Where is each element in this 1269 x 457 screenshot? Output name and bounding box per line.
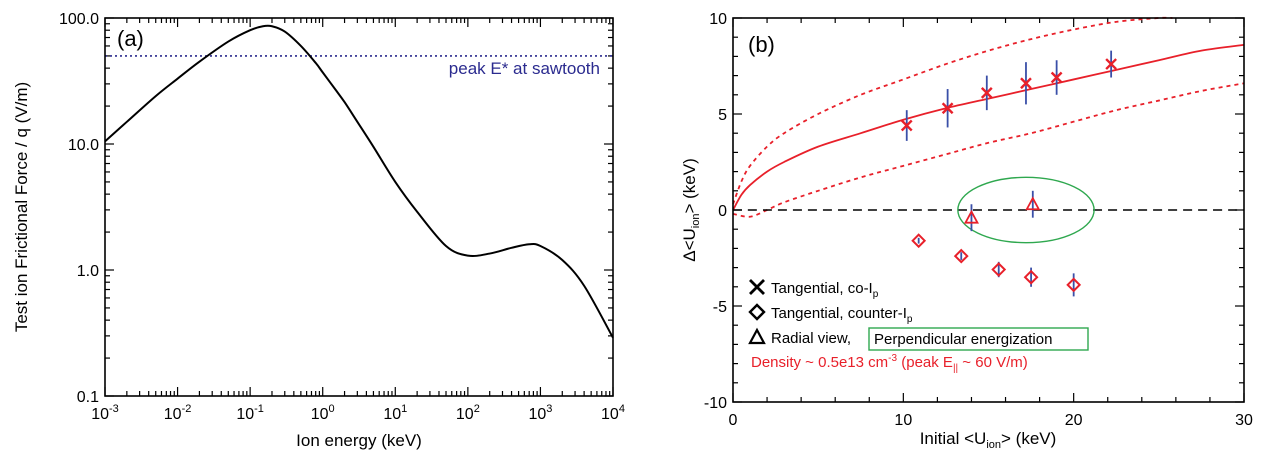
co-ip-point [900,119,913,132]
counter-ip-point [953,248,969,264]
legend-perpendicular-text: Perpendicular energization [874,331,1052,348]
legend-item-co-ip: Tangential, co-Ip [749,279,879,300]
x-tick-label: 10-2 [164,403,192,423]
density-note: Density ~ 0.5e13 cm-3 (peak E|| ~ 60 V/m… [751,353,1028,374]
x-tick-label: 0 [729,412,738,429]
panel-b: 0 10 20 30 -10 -5 0 5 10 (b) Initial <Uion> (keV… [680,11,1253,451]
co-ip-point [980,87,993,99]
legend-co-ip-text: Tangential, co-Ip [771,280,879,300]
legend-counter-ip-text: Tangential, counter-Ip [771,305,913,325]
legend-triangle-marker [748,327,766,345]
co-ip-point [1020,77,1032,90]
lower-bound-line [732,82,1245,218]
x-tick-label: 30 [1235,412,1253,429]
upper-bound-line [732,16,1173,205]
x-tick-label: 10 [894,412,912,429]
counter-ip-point [991,262,1007,277]
x-tick-label: 104 [601,403,625,423]
panel-b-xlabel: Initial <Uion> (keV) [920,429,1057,451]
counter-ip-point [911,233,927,249]
panel-b-frame [732,17,1245,403]
x-tick-label: 20 [1065,412,1083,429]
y-tick-label: 10.0 [68,137,99,154]
x-tick-label: 10-3 [91,403,119,423]
y-tick-label: 0.1 [77,389,99,406]
counter-ip-point [1066,277,1082,293]
panel-b-label: (b) [748,32,775,57]
panel-b-legend: Tangential, co-Ip Tangential, counter-Ip… [748,279,1089,374]
legend-item-counter-ip: Tangential, counter-Ip [748,303,913,325]
panel-a-ylabel: Test ion Frictional Force / q (V/m) [12,82,31,332]
panel-a-ticks: 10-3 10-2 10-1 100 101 102 103 104 0.1 1.0 10.0 100… [59,11,625,423]
legend-diamond-marker [748,303,766,321]
panel-a-frame [104,17,614,397]
reference-line-label: peak E* at sawtooth [449,59,600,78]
friction-force-curve [104,24,614,339]
panel-b-annotation [957,176,1095,244]
co-ip-point [941,102,954,115]
legend-radial-text: Radial view, [771,330,851,347]
panel-a-series [104,24,614,339]
co-ip-point [1105,58,1117,70]
x-tick-label: 103 [528,403,552,423]
y-tick-label: 1.0 [77,263,99,280]
x-tick-label: 10-1 [236,403,264,423]
counter-ip-point [1023,269,1039,285]
perpendicular-box [868,327,1089,351]
co-ip-point [1050,71,1063,84]
legend-x-marker [749,279,765,295]
x-tick-label: 100 [311,403,335,423]
y-tick-label: 10 [709,11,727,28]
panel-a-xlabel: Ion energy (keV) [296,431,422,450]
y-tick-label: 0 [718,203,727,220]
panel-b-ylabel: Δ<Uion> (keV) [680,158,702,262]
radial-point [1025,196,1041,211]
panel-b-lines [732,16,1245,218]
y-tick-label: 100.0 [59,11,99,28]
x-tick-label: 101 [383,403,407,423]
highlight-ellipse [957,176,1095,244]
fit-line [732,43,1245,211]
radial-point [963,209,979,224]
legend-item-radial: Radial view, Perpendicular energization [748,327,1089,351]
panel-a-label: (a) [117,26,144,51]
y-tick-label: -5 [713,299,727,316]
panel-a: 10-3 10-2 10-1 100 101 102 103 104 0.1 1.0 10.0 100… [12,11,625,450]
x-tick-label: 102 [456,403,480,423]
panel-b-series [900,50,1117,297]
y-tick-label: -10 [704,395,727,412]
y-tick-label: 5 [718,107,727,124]
